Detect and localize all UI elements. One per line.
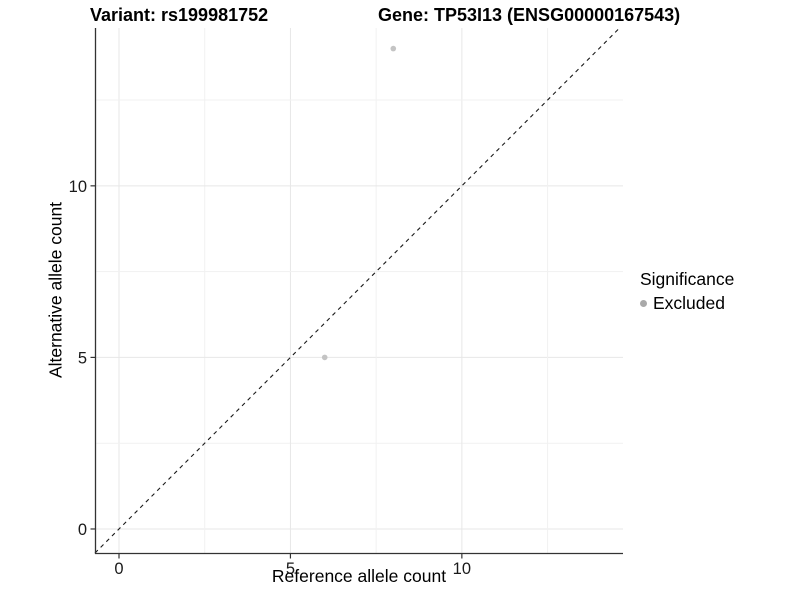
y-tick-label: 10 bbox=[69, 178, 87, 196]
x-axis-label: Reference allele count bbox=[271, 566, 447, 586]
legend-item-excluded: Excluded bbox=[640, 293, 734, 314]
x-tick-label: 0 bbox=[114, 560, 123, 578]
excluded-marker-icon bbox=[640, 300, 647, 307]
y-tick-label: 5 bbox=[78, 349, 87, 367]
x-tick-label: 5 bbox=[286, 560, 295, 578]
legend-item-label: Excluded bbox=[653, 293, 725, 313]
y-axis-label: Alternative allele count bbox=[45, 201, 66, 379]
legend-title: Significance bbox=[640, 269, 735, 289]
legend: Significance Excluded bbox=[640, 269, 734, 314]
variant-title: Variant: rs199981752 bbox=[90, 5, 269, 25]
x-tick-label: 10 bbox=[453, 560, 471, 578]
y-tick-label: 0 bbox=[78, 521, 87, 539]
gene-title: Gene: TP53I13 (ENSG00000167543) bbox=[378, 5, 681, 25]
